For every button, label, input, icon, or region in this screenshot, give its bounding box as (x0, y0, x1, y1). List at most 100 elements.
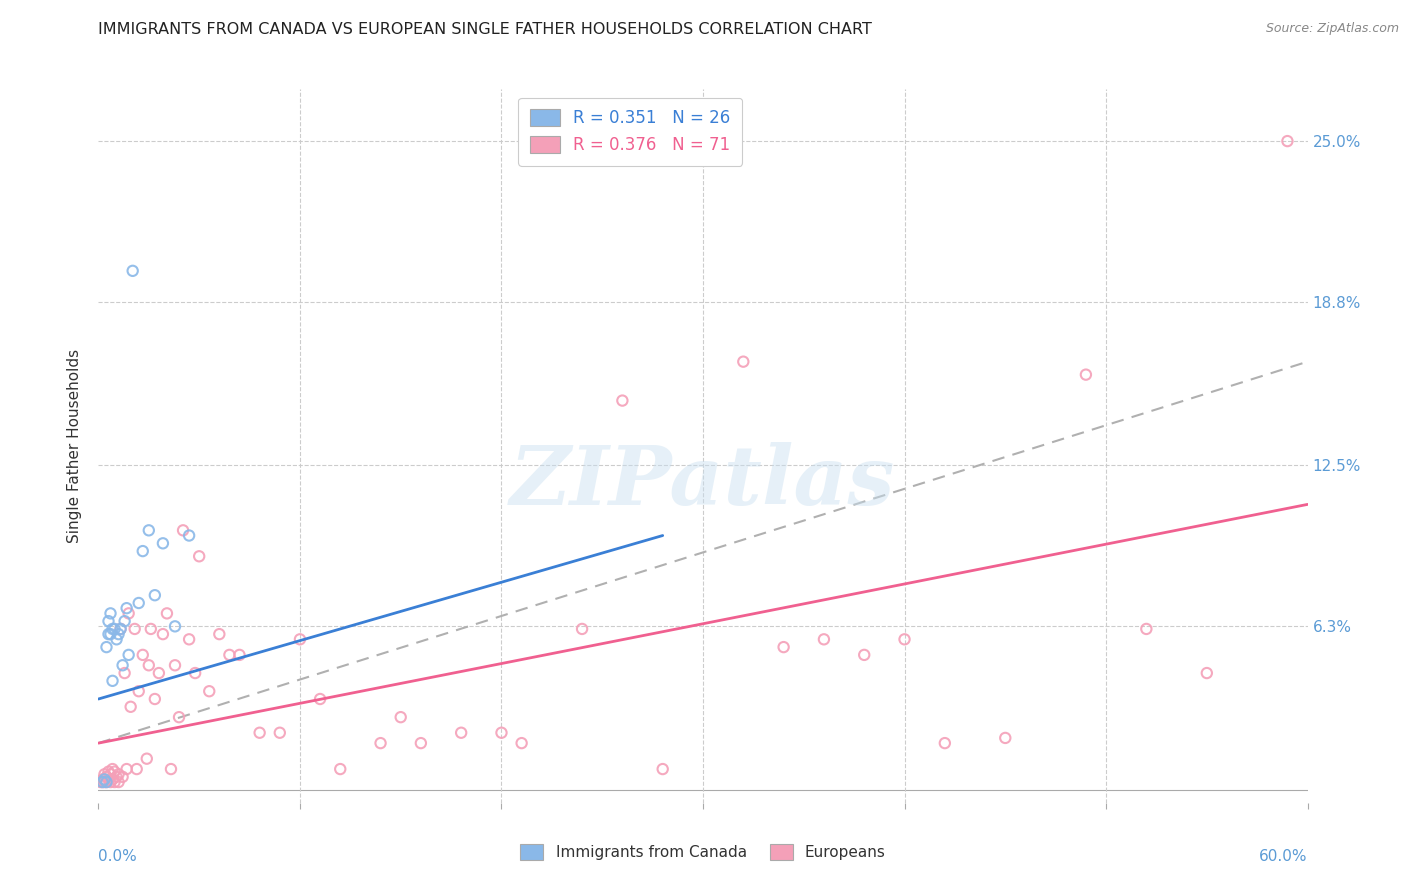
Point (450, 725, 472, 739)
Point (103, 622, 125, 636)
Point (125, 762, 148, 776)
Point (651, 762, 673, 776)
Point (103, 775, 125, 789)
Point (218, 648, 240, 662)
Point (114, 614, 136, 628)
Point (179, 528, 201, 542)
Point (249, 725, 271, 739)
Point (813, 632, 835, 647)
Point (100, 607, 122, 621)
Point (893, 632, 915, 647)
Point (1135, 622, 1157, 636)
Point (160, 762, 183, 776)
Point (172, 524, 194, 538)
Text: 60.0%: 60.0% (1260, 849, 1308, 864)
Point (491, 725, 513, 739)
Point (409, 736, 432, 750)
Point (96, 775, 118, 789)
Point (97, 627, 120, 641)
Point (138, 658, 160, 673)
Point (115, 762, 138, 776)
Point (152, 627, 174, 641)
Point (93, 767, 115, 781)
Point (179, 632, 201, 647)
Point (135, 752, 157, 766)
Point (105, 770, 128, 784)
Point (105, 632, 128, 647)
Point (571, 622, 593, 636)
Point (156, 607, 179, 621)
Point (111, 658, 134, 673)
Point (111, 770, 134, 784)
Point (1195, 666, 1218, 681)
Point (118, 648, 141, 662)
Point (1277, 134, 1299, 148)
Point (91, 775, 114, 789)
Point (96, 775, 118, 789)
Point (269, 725, 291, 739)
Point (96, 640, 118, 654)
Text: IMMIGRANTS FROM CANADA VS EUROPEAN SINGLE FATHER HOUSEHOLDS CORRELATION CHART: IMMIGRANTS FROM CANADA VS EUROPEAN SINGL… (98, 22, 872, 37)
Point (772, 640, 794, 654)
Point (96, 770, 118, 784)
Point (612, 393, 634, 408)
Point (91, 775, 114, 789)
Point (100, 767, 122, 781)
Point (101, 673, 124, 688)
Point (132, 544, 155, 558)
Point (152, 536, 174, 550)
Point (143, 588, 166, 602)
Legend: Immigrants from Canada, Europeans: Immigrants from Canada, Europeans (515, 838, 891, 866)
Point (118, 607, 141, 621)
Point (100, 775, 122, 789)
Point (110, 622, 132, 636)
Point (228, 648, 250, 662)
Point (124, 622, 146, 636)
Point (100, 627, 122, 641)
Point (184, 666, 207, 681)
Point (114, 666, 136, 681)
Point (121, 264, 143, 278)
Point (934, 736, 956, 750)
Point (309, 692, 332, 706)
Point (148, 666, 170, 681)
Point (994, 731, 1017, 745)
Point (97, 614, 120, 628)
Point (143, 692, 166, 706)
Point (139, 622, 162, 636)
Y-axis label: Single Father Households: Single Father Households (67, 349, 83, 543)
Point (101, 622, 124, 636)
Point (107, 767, 129, 781)
Point (163, 619, 186, 633)
Text: Source: ZipAtlas.com: Source: ZipAtlas.com (1265, 22, 1399, 36)
Point (97, 764, 120, 779)
Point (167, 710, 190, 724)
Point (329, 762, 352, 776)
Point (91, 772, 114, 787)
Point (208, 627, 231, 641)
Point (107, 775, 129, 789)
Point (163, 658, 186, 673)
Point (733, 354, 755, 368)
Point (103, 764, 125, 779)
Point (115, 601, 138, 615)
Point (128, 684, 150, 698)
Point (110, 622, 132, 636)
Point (1074, 368, 1097, 382)
Text: 0.0%: 0.0% (98, 849, 138, 864)
Point (198, 684, 221, 698)
Point (93, 775, 115, 789)
Point (389, 710, 412, 724)
Point (128, 596, 150, 610)
Point (288, 632, 311, 647)
Point (97, 772, 120, 787)
Point (120, 699, 142, 714)
Point (101, 772, 124, 787)
Text: ZIPatlas: ZIPatlas (510, 442, 896, 522)
Point (138, 524, 160, 538)
Point (93, 772, 115, 787)
Point (370, 736, 392, 750)
Point (132, 648, 155, 662)
Point (89, 775, 111, 789)
Point (510, 736, 533, 750)
